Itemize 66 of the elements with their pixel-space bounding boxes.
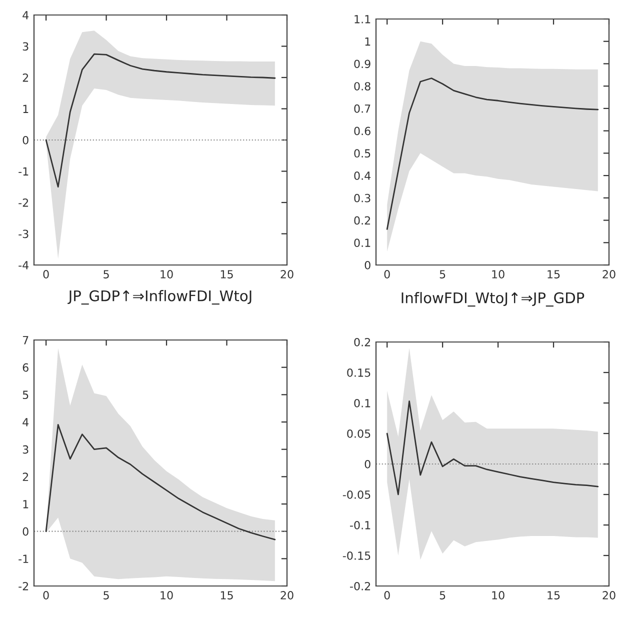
line-series [386,78,599,230]
x-tick-label: 20 [602,591,616,600]
x-tick-label: 0 [384,270,390,278]
x-tick-label: 5 [104,591,109,600]
y-tick-label: 1 [23,500,28,508]
y-tick-label: 0.7 [354,104,370,113]
y-tick-label: -2 [18,582,28,590]
x-tick-label: 20 [280,591,294,600]
y-tick-label: -0.15 [342,551,370,560]
x-tick-label: 10 [492,591,504,600]
y-tick-label: 0.1 [354,238,370,248]
chart-title: InflowFDI_WtoJ↑⇒JP_GDP [402,292,584,307]
y-tick-label: -0.1 [350,520,370,530]
y-tick-label: -4 [18,261,29,270]
x-tick-label: 20 [602,270,616,278]
x-tick-label: 15 [220,591,233,600]
y-tick-label: -3 [18,230,28,238]
y-tick-label: -1 [18,554,28,563]
y-tick-label: 0.6 [354,126,370,136]
line-series [45,424,276,540]
y-tick-label: 0.15 [347,368,370,377]
y-tick-label: 7 [22,336,28,344]
y-tick-label: 3 [22,445,28,454]
x-tick-label: 5 [104,270,109,278]
y-tick-label: 3 [22,42,28,51]
y-tick-label: 0.8 [354,82,370,90]
chart-title: JP_GDP↑⇒InflowFDI_WtoJ [68,290,252,305]
x-tick-label: 0 [43,270,49,278]
y-tick-label: -2 [18,198,28,207]
y-tick-label: 0 [364,460,370,468]
y-tick-label: 0.2 [354,216,370,225]
y-tick-label: 1.1 [354,15,370,24]
y-tick-label: 0.1 [354,398,370,408]
y-tick-label: 1 [365,37,370,46]
x-tick-label: 15 [220,270,233,278]
x-tick-label: 15 [548,270,560,278]
x-tick-label: 20 [280,270,294,278]
x-tick-label: 10 [492,270,504,278]
y-tick-label: 0.05 [347,429,370,438]
x-tick-label: 5 [440,270,446,278]
y-tick-label: 2 [22,472,28,481]
line-series [45,53,276,188]
y-tick-label: 6 [22,363,28,372]
y-tick-label: -0.05 [342,490,370,499]
x-tick-label: 15 [548,591,560,600]
y-tick-label: 2 [22,73,28,82]
line-series [386,400,599,496]
y-tick-label: 0 [22,136,28,144]
x-tick-label: 10 [160,270,173,278]
y-tick-label: 0 [22,527,28,536]
x-tick-label: 0 [43,591,49,600]
x-tick-label: 0 [384,591,390,600]
x-tick-label: 10 [160,591,173,600]
y-tick-label: 4 [22,418,29,426]
y-tick-label: -1 [18,167,28,176]
y-tick-label: 4 [22,11,29,20]
y-tick-label: 0.5 [354,149,370,158]
y-tick-label: 0.9 [354,60,370,68]
y-tick-label: 0 [364,260,370,270]
y-tick-label: -0.2 [350,582,370,590]
y-tick-label: 0.4 [354,172,371,180]
y-tick-label: 5 [22,390,28,400]
y-tick-label: 0.2 [354,338,370,346]
y-tick-label: 0.3 [354,194,370,202]
y-tick-label: 1 [23,104,28,113]
x-tick-label: 5 [440,591,446,600]
